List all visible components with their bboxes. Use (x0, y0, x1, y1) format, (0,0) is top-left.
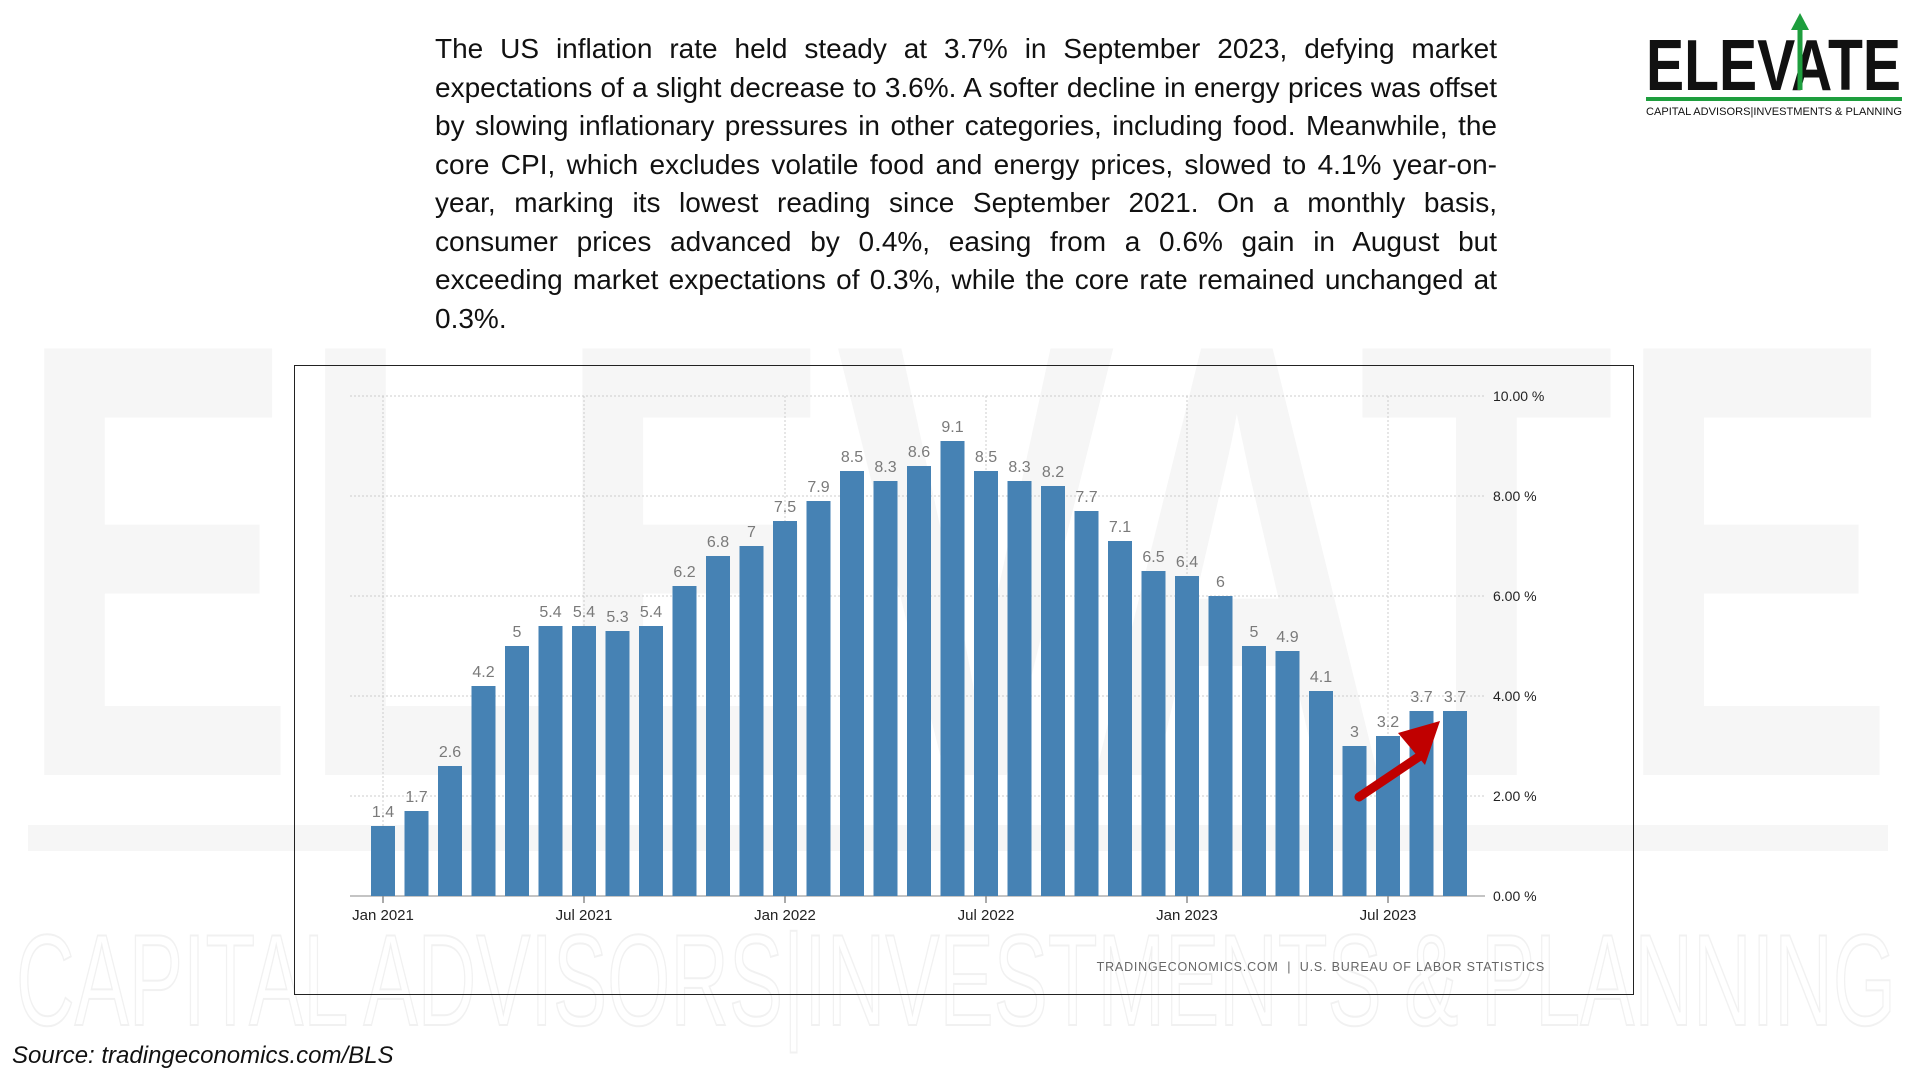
bar-value-label: 2.6 (439, 744, 461, 761)
bar-value-label: 5.4 (573, 604, 595, 621)
bar (1007, 481, 1032, 896)
bar (1208, 596, 1233, 896)
logo-arrow-icon (1791, 13, 1809, 90)
bar (1041, 486, 1065, 896)
chart-credit: TRADINGECONOMICS.COM | U.S. BUREAU OF LA… (1097, 960, 1545, 974)
bar (1074, 511, 1099, 896)
bar-value-label: 7.9 (807, 479, 829, 496)
bar (505, 646, 529, 896)
bar-value-label: 6.2 (673, 564, 695, 581)
chart-frame: 1.4 1.7 2.6 4.2 5 5.4 5.4 5.3 5.4 6.2 6.8 7 7.5 7.9 8.… (294, 365, 1634, 995)
bar-value-label: 3 (1350, 724, 1359, 741)
bar (538, 626, 563, 896)
elevate-logo: ELEVATE CAPITAL ADVISORS|INVESTMENTS & P… (1646, 13, 1902, 118)
bar-value-label: 3.7 (1444, 689, 1466, 706)
x-tick-label: Jan 2023 (1156, 907, 1218, 924)
bar-value-label: 7 (747, 524, 756, 541)
bar-value-label: 7.5 (774, 499, 796, 516)
bar-value-label: 3.2 (1377, 714, 1399, 731)
source-note: Source: tradingeconomics.com/BLS (12, 1042, 394, 1069)
bar (706, 556, 730, 896)
bar-value-label: 8.2 (1042, 464, 1064, 481)
bar (1242, 646, 1266, 896)
x-tick-label: Jul 2022 (958, 907, 1015, 924)
bar-value-label: 6.4 (1176, 554, 1198, 571)
inflation-bar-chart: 1.4 1.7 2.6 4.2 5 5.4 5.4 5.3 5.4 6.2 6.8 7 7.5 7.9 8.… (350, 388, 1545, 974)
bar-value-label: 6 (1216, 574, 1225, 591)
bar-value-label: 5.3 (606, 609, 628, 626)
bar (438, 766, 462, 896)
y-tick-layer: 0.00 % 2.00 % 4.00 % 6.00 % 8.00 % 10.00 % (1493, 388, 1544, 904)
logo-wordmark: ELEVATE (1646, 26, 1901, 106)
bar-value-label: 5.4 (640, 604, 662, 621)
bar (1376, 736, 1400, 896)
bar (1175, 576, 1199, 896)
y-tick-label: 6.00 % (1493, 588, 1537, 604)
bar (806, 501, 831, 896)
x-tick-label: Jul 2021 (556, 907, 613, 924)
y-tick-label: 0.00 % (1493, 888, 1537, 904)
x-tick-label: Jan 2021 (352, 907, 414, 924)
bar-value-label: 3.7 (1410, 689, 1432, 706)
bar-value-label: 8.5 (841, 449, 863, 466)
bar (1275, 651, 1300, 896)
bar (873, 481, 898, 896)
bar (672, 586, 697, 896)
y-tick-label: 10.00 % (1493, 388, 1544, 404)
trend-arrow-icon (1354, 721, 1440, 802)
bar-value-label: 7.1 (1109, 519, 1131, 536)
bar (1443, 711, 1467, 896)
bar-value-label: 8.3 (874, 459, 896, 476)
bar-value-label: 1.4 (372, 804, 394, 821)
bar (605, 631, 630, 896)
bar (739, 546, 764, 896)
bar (1309, 691, 1333, 896)
bar-value-label: 6.8 (707, 534, 729, 551)
logo-underline (1646, 97, 1902, 101)
bar (1108, 541, 1132, 896)
bar (773, 521, 797, 896)
bar-value-label: 4.9 (1276, 629, 1298, 646)
intro-paragraph: The US inflation rate held steady at 3.7… (435, 33, 1497, 334)
x-tick-layer: Jan 2021 Jul 2021 Jan 2022 Jul 2022 Jan 2023… (352, 907, 1416, 924)
logo-tagline: CAPITAL ADVISORS|INVESTMENTS & PLANNING (1646, 106, 1902, 118)
bar-value-label: 9.1 (941, 419, 963, 436)
bar (404, 811, 429, 896)
bar (471, 686, 496, 896)
bar (1141, 571, 1166, 896)
x-tick-label: Jan 2022 (754, 907, 816, 924)
bar-value-label: 8.3 (1008, 459, 1030, 476)
bar-layer (371, 441, 1467, 896)
bar-value-label: 5.4 (539, 604, 561, 621)
bar-value-label: 1.7 (405, 789, 427, 806)
bar-value-label: 8.5 (975, 449, 997, 466)
x-tick-label: Jul 2023 (1360, 907, 1417, 924)
bar (907, 466, 931, 896)
y-tick-label: 8.00 % (1493, 488, 1537, 504)
bar (940, 441, 965, 896)
bar-value-label: 7.7 (1075, 489, 1097, 506)
bar-value-label: 8.6 (908, 444, 930, 461)
bar (371, 826, 395, 896)
bar-value-label: 5 (1250, 624, 1259, 641)
bar-value-label: 4.2 (472, 664, 494, 681)
bar-value-label: 6.5 (1142, 549, 1164, 566)
bar (840, 471, 864, 896)
value-label-layer: 1.4 1.7 2.6 4.2 5 5.4 5.4 5.3 5.4 6.2 6.8 7 7.5 7.9 8.… (372, 419, 1466, 821)
bar-value-label: 5 (513, 624, 522, 641)
bar (572, 626, 596, 896)
y-tick-label: 2.00 % (1493, 788, 1537, 804)
bar-value-label: 4.1 (1310, 669, 1332, 686)
bar (974, 471, 998, 896)
y-tick-label: 4.00 % (1493, 688, 1537, 704)
bar (639, 626, 663, 896)
bar (1342, 746, 1367, 896)
